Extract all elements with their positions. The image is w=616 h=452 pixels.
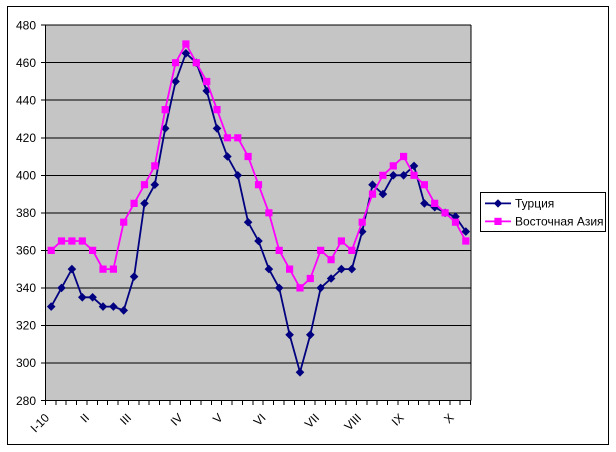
- svg-text:VI: VI: [251, 411, 269, 429]
- svg-text:VIII: VIII: [341, 411, 364, 434]
- svg-text:IV: IV: [168, 411, 186, 429]
- svg-text:380: 380: [16, 206, 36, 220]
- svg-text:400: 400: [16, 169, 36, 183]
- svg-text:440: 440: [16, 94, 36, 108]
- svg-text:460: 460: [16, 56, 36, 70]
- svg-text:III: III: [117, 411, 134, 428]
- svg-text:Восточная Азия: Восточная Азия: [515, 215, 604, 229]
- svg-text:V: V: [210, 411, 226, 427]
- svg-text:360: 360: [16, 244, 36, 258]
- svg-text:I-10: I-10: [28, 410, 53, 435]
- svg-text:420: 420: [16, 131, 36, 145]
- svg-text:VII: VII: [302, 411, 322, 431]
- svg-text:II: II: [78, 411, 93, 426]
- svg-text:340: 340: [16, 281, 36, 295]
- svg-text:480: 480: [16, 19, 36, 33]
- svg-text:320: 320: [16, 319, 36, 333]
- svg-text:IX: IX: [389, 411, 407, 429]
- svg-text:280: 280: [16, 394, 36, 408]
- svg-text:X: X: [441, 411, 457, 427]
- svg-text:300: 300: [16, 356, 36, 370]
- svg-text:Турция: Турция: [515, 197, 554, 211]
